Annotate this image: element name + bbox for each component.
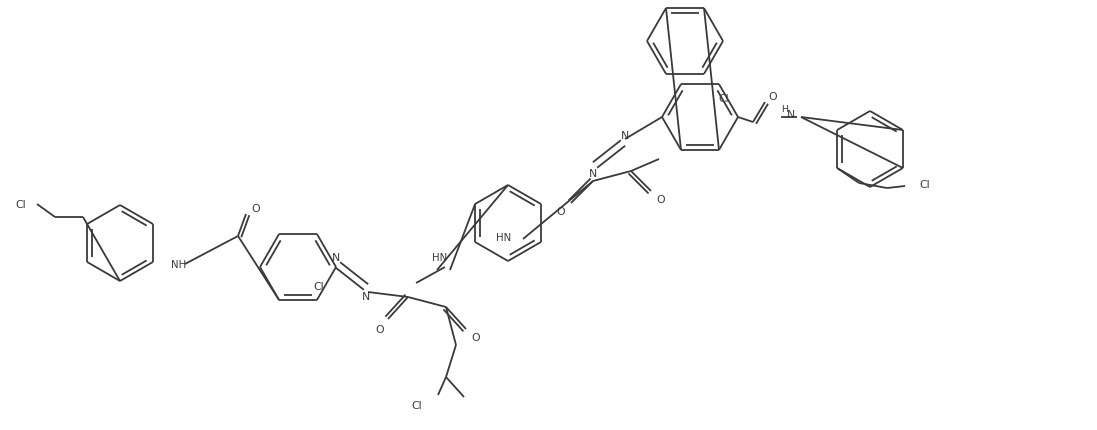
Text: O: O	[251, 203, 260, 214]
Text: NH: NH	[171, 259, 186, 269]
Text: N: N	[621, 131, 629, 141]
Text: O: O	[769, 92, 778, 102]
Text: O: O	[657, 194, 665, 205]
Text: Cl: Cl	[719, 94, 730, 104]
Text: Cl: Cl	[919, 180, 930, 190]
Text: N: N	[589, 169, 597, 178]
Text: Cl: Cl	[15, 200, 25, 209]
Text: Cl: Cl	[314, 281, 325, 291]
Text: H: H	[781, 104, 789, 113]
Text: N: N	[332, 252, 340, 262]
Text: O: O	[472, 332, 480, 342]
Text: O: O	[375, 324, 384, 334]
Text: N: N	[787, 110, 795, 120]
Text: O: O	[556, 206, 565, 216]
Text: HN: HN	[496, 233, 511, 243]
Text: N: N	[362, 291, 370, 301]
Text: Cl: Cl	[411, 400, 422, 410]
Text: HN: HN	[432, 252, 446, 262]
